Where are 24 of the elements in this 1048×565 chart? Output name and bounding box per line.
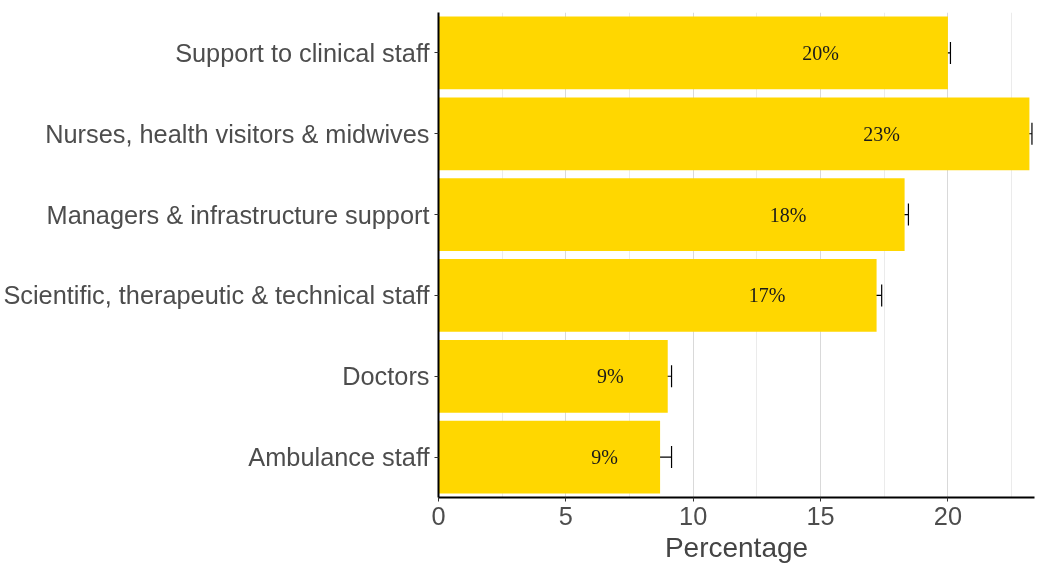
x-tick-label: 15 xyxy=(806,501,835,530)
y-tick-label: Managers & infrastructure support xyxy=(46,200,430,229)
bar xyxy=(438,339,668,413)
y-tick-label: Doctors xyxy=(342,362,430,391)
data-label: 20% xyxy=(802,41,839,64)
x-tick-label: 0 xyxy=(431,501,446,530)
y-tick-label: Support to clinical staff xyxy=(175,38,431,67)
bar xyxy=(438,16,948,90)
x-tick-label: 20 xyxy=(933,501,962,530)
data-label: 18% xyxy=(769,203,807,226)
data-label: 23% xyxy=(863,122,901,145)
y-tick-label: Scientific, therapeutic & technical staff xyxy=(3,281,431,310)
x-tick-label: 5 xyxy=(558,501,573,530)
bar xyxy=(438,259,877,332)
bar xyxy=(438,178,905,251)
bar xyxy=(438,97,1030,171)
data-label: 9% xyxy=(597,365,624,388)
bar xyxy=(438,420,661,494)
x-axis-title: Percentage xyxy=(664,531,809,563)
y-tick-label: Nurses, health visitors & midwives xyxy=(45,119,430,148)
data-label: 17% xyxy=(748,284,786,307)
data-label: 9% xyxy=(591,446,619,469)
x-tick-label: 10 xyxy=(679,501,708,530)
y-tick-label: Ambulance staff xyxy=(248,443,431,472)
